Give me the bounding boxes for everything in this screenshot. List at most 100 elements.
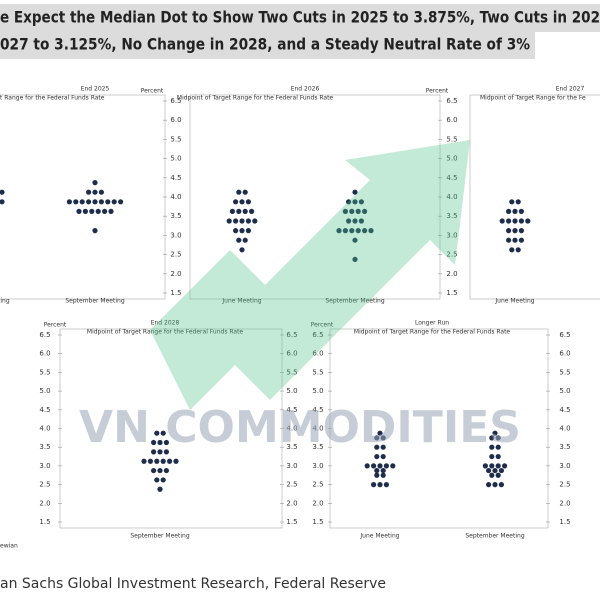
y-tick-label: 3.0	[170, 231, 181, 239]
dot	[157, 439, 163, 446]
dot	[352, 199, 358, 205]
dot	[154, 477, 160, 483]
panel-title: End 2026	[291, 86, 320, 93]
x-category-label: June Meeting	[359, 533, 399, 540]
dot	[118, 199, 124, 205]
panel-subtitle: Midpoint of Target Range for the Federal…	[87, 329, 244, 336]
dot	[249, 208, 255, 214]
dot	[89, 208, 95, 214]
dot	[374, 467, 380, 474]
dot	[92, 228, 98, 234]
dot	[242, 208, 248, 214]
dot	[502, 463, 508, 469]
dot	[506, 237, 512, 243]
dot	[380, 435, 386, 441]
y-tick-label: 5.5	[39, 368, 50, 376]
dot	[86, 189, 92, 195]
dot	[525, 218, 531, 224]
y-tick-label: 4.0	[446, 193, 457, 201]
y-tick-label: 6.5	[39, 331, 50, 339]
dot	[154, 458, 160, 464]
dot	[486, 482, 492, 488]
footnote: ewian	[0, 543, 18, 550]
dot	[239, 228, 245, 234]
arrow-shape	[150, 140, 470, 410]
dot	[492, 482, 498, 488]
dot	[495, 453, 501, 460]
dot	[498, 482, 504, 488]
dot	[245, 218, 251, 224]
dot	[82, 208, 88, 214]
dot	[346, 199, 352, 205]
y-axis-label: Percent	[311, 322, 334, 329]
dot	[0, 189, 5, 195]
panel-subtitle: Midpoint of Target Range for the Fe	[480, 95, 586, 102]
y-tick-label: 4.5	[312, 406, 323, 414]
dot	[242, 189, 248, 195]
dot	[92, 189, 98, 195]
panel-subtitle: t Range for the Federal Funds Rate	[0, 95, 105, 102]
dot	[349, 208, 355, 214]
dot	[380, 453, 386, 460]
dot	[229, 208, 235, 214]
dot	[489, 463, 495, 469]
y-tick-label: 4.0	[312, 425, 323, 433]
dot	[390, 463, 396, 469]
y-tick-label: 2.0	[286, 499, 297, 507]
y-tick-label: 6.5	[170, 97, 181, 105]
dot	[377, 482, 383, 488]
y-axis-label: Percent	[44, 322, 67, 329]
x-category-label: September Meeting	[325, 298, 384, 305]
y-tick-label: 6.5	[286, 331, 297, 339]
dot	[512, 237, 518, 243]
title-highlight	[0, 31, 535, 59]
title-highlight	[0, 4, 600, 32]
watermark-text: VN COMMODITIES	[79, 402, 521, 453]
dot	[163, 449, 169, 455]
dot	[489, 472, 495, 478]
dot	[342, 228, 348, 234]
dot	[92, 199, 98, 205]
dot	[167, 458, 173, 464]
y-tick-label: 2.5	[312, 481, 323, 489]
y-tick-label: 6.0	[446, 116, 457, 124]
dot	[163, 467, 169, 474]
dot	[518, 218, 525, 224]
dot	[374, 453, 380, 460]
panel-title: End 2027	[556, 86, 585, 93]
dot	[95, 208, 101, 214]
y-tick-label: 3.0	[312, 462, 323, 470]
dot	[236, 189, 242, 195]
y-tick-label: 1.5	[559, 518, 570, 526]
dot	[349, 228, 355, 234]
y-tick-label: 5.5	[559, 368, 570, 376]
dot	[512, 218, 518, 224]
dot	[66, 199, 72, 205]
panel-title: End 2025	[81, 86, 110, 93]
y-tick-label: 4.5	[286, 406, 297, 414]
dot	[509, 247, 515, 253]
y-tick-label: 5.5	[170, 135, 181, 143]
dot	[515, 247, 521, 253]
y-tick-label: 6.5	[559, 331, 570, 339]
dot	[358, 218, 364, 224]
y-tick-label: 3.5	[170, 212, 181, 220]
y-tick-label: 4.0	[39, 425, 50, 433]
y-tick-label: 5.5	[286, 368, 297, 376]
y-tick-label: 2.0	[170, 270, 181, 278]
dot	[509, 199, 515, 205]
y-tick-label: 3.5	[312, 443, 323, 451]
title-line: 027 to 3.125%, No Change in 2028, and a …	[0, 35, 530, 54]
dot	[482, 463, 488, 469]
y-tick-label: 1.5	[170, 289, 181, 297]
dot	[380, 472, 386, 478]
dot	[86, 199, 92, 205]
dot	[352, 237, 358, 243]
dot	[236, 208, 242, 214]
dot	[362, 228, 368, 234]
dot	[157, 467, 163, 474]
dot	[374, 472, 380, 478]
title-line: e Expect the Median Dot to Show Two Cuts…	[0, 8, 600, 27]
dot	[489, 444, 495, 450]
